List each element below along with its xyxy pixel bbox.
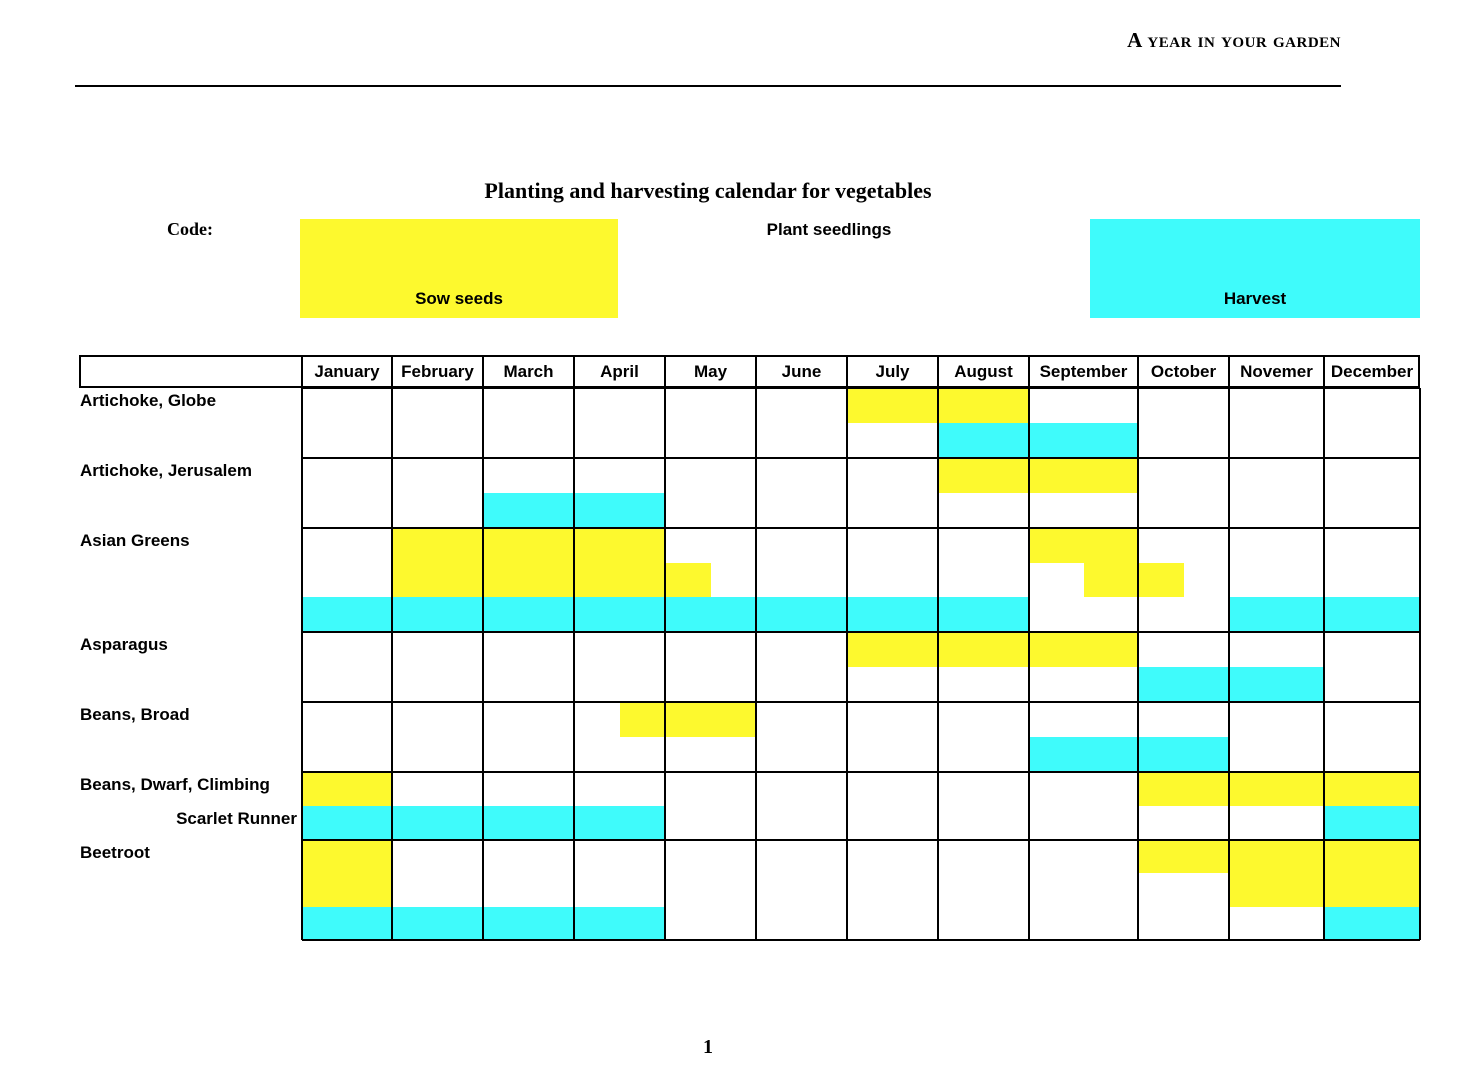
row-label: Scarlet Runner — [176, 809, 297, 828]
month-header: August — [954, 361, 1013, 381]
header-column-separator — [1323, 355, 1325, 388]
calendar-cell-sow — [302, 772, 392, 806]
header-column-separator — [846, 355, 848, 388]
header-column-separator — [1137, 355, 1139, 388]
legend-harvest-swatch: Harvest — [1090, 219, 1420, 318]
row-label: Asparagus — [80, 635, 168, 654]
header-column-separator — [664, 355, 666, 388]
header-column-separator — [573, 355, 575, 388]
grid-vertical-line — [1419, 388, 1421, 940]
header-column-separator — [301, 355, 303, 388]
calendar-cell-sow — [847, 632, 1138, 667]
calendar-cell-sow — [1138, 840, 1229, 874]
grid-horizontal-line — [302, 939, 1420, 941]
grid-vertical-line — [391, 388, 393, 940]
legend-code-label: Code: — [167, 219, 213, 239]
running-header: A year in your garden — [1127, 28, 1341, 52]
month-header: March — [503, 361, 554, 381]
month-header: December — [1330, 361, 1414, 381]
grid-vertical-line — [846, 388, 848, 940]
grid-vertical-line — [1323, 388, 1325, 940]
calendar-cell-harvest — [1138, 667, 1324, 702]
grid-horizontal-line — [302, 631, 1420, 633]
page-title: Planting and harvesting calendar for veg… — [484, 178, 932, 203]
legend-plant-seedlings-label: Plant seedlings — [766, 220, 892, 239]
calendar-cell-harvest — [1029, 737, 1229, 772]
grid-vertical-line — [301, 388, 303, 940]
calendar-cell-sow — [665, 562, 711, 598]
calendar-cell-sow — [619, 702, 756, 737]
grid-horizontal-line — [302, 839, 1420, 841]
month-header: September — [1039, 361, 1128, 381]
legend-harvest-label: Harvest — [1223, 289, 1287, 308]
grid-horizontal-line — [302, 457, 1420, 459]
calendar-cell-harvest — [938, 423, 1138, 458]
page-number: 1 — [703, 1036, 713, 1058]
row-label: Beans, Broad — [80, 705, 190, 724]
row-label: Beetroot — [80, 843, 150, 862]
calendar-cell-sow — [302, 840, 392, 907]
month-header: April — [600, 361, 639, 381]
month-header: October — [1150, 361, 1217, 381]
grid-vertical-line — [482, 388, 484, 940]
header-rule — [75, 85, 1341, 87]
calendar-cell-sow — [938, 458, 1138, 493]
calendar-cell-sow — [1138, 772, 1420, 806]
row-label: Artichoke, Globe — [80, 391, 217, 410]
grid-horizontal-line — [302, 387, 1420, 389]
header-column-separator — [937, 355, 939, 388]
header-column-separator — [1028, 355, 1030, 388]
grid-horizontal-line — [302, 701, 1420, 703]
grid-horizontal-line — [302, 771, 1420, 773]
grid-vertical-line — [573, 388, 575, 940]
legend-sow-swatch: Sow seeds — [300, 219, 618, 318]
grid-vertical-line — [937, 388, 939, 940]
month-header: May — [693, 361, 728, 381]
legend-sow-label: Sow seeds — [415, 289, 503, 308]
grid-horizontal-line — [302, 527, 1420, 529]
calendar-cell-harvest — [1324, 906, 1420, 940]
grid-vertical-line — [1137, 388, 1139, 940]
grid-vertical-line — [755, 388, 757, 940]
calendar-cell-sow — [1029, 528, 1138, 563]
header-column-separator — [755, 355, 757, 388]
grid-vertical-line — [664, 388, 666, 940]
calendar-cell-sow — [1138, 562, 1184, 598]
header-column-separator — [482, 355, 484, 388]
month-header: Novemer — [1240, 361, 1313, 381]
grid-vertical-line — [1028, 388, 1030, 940]
header-column-separator — [1228, 355, 1230, 388]
month-header: January — [314, 361, 380, 381]
month-header: February — [401, 361, 474, 381]
calendar-cell-sow — [1083, 562, 1138, 598]
month-header: June — [781, 361, 822, 381]
row-label: Beans, Dwarf, Climbing — [80, 775, 270, 794]
calendar-cell-harvest — [1324, 806, 1420, 840]
row-label: Artichoke, Jerusalem — [80, 461, 252, 480]
header-column-separator — [391, 355, 393, 388]
row-label: Asian Greens — [80, 531, 190, 550]
grid-vertical-line — [1228, 388, 1230, 940]
month-header: July — [875, 361, 910, 381]
calendar-cell-sow — [392, 528, 665, 598]
